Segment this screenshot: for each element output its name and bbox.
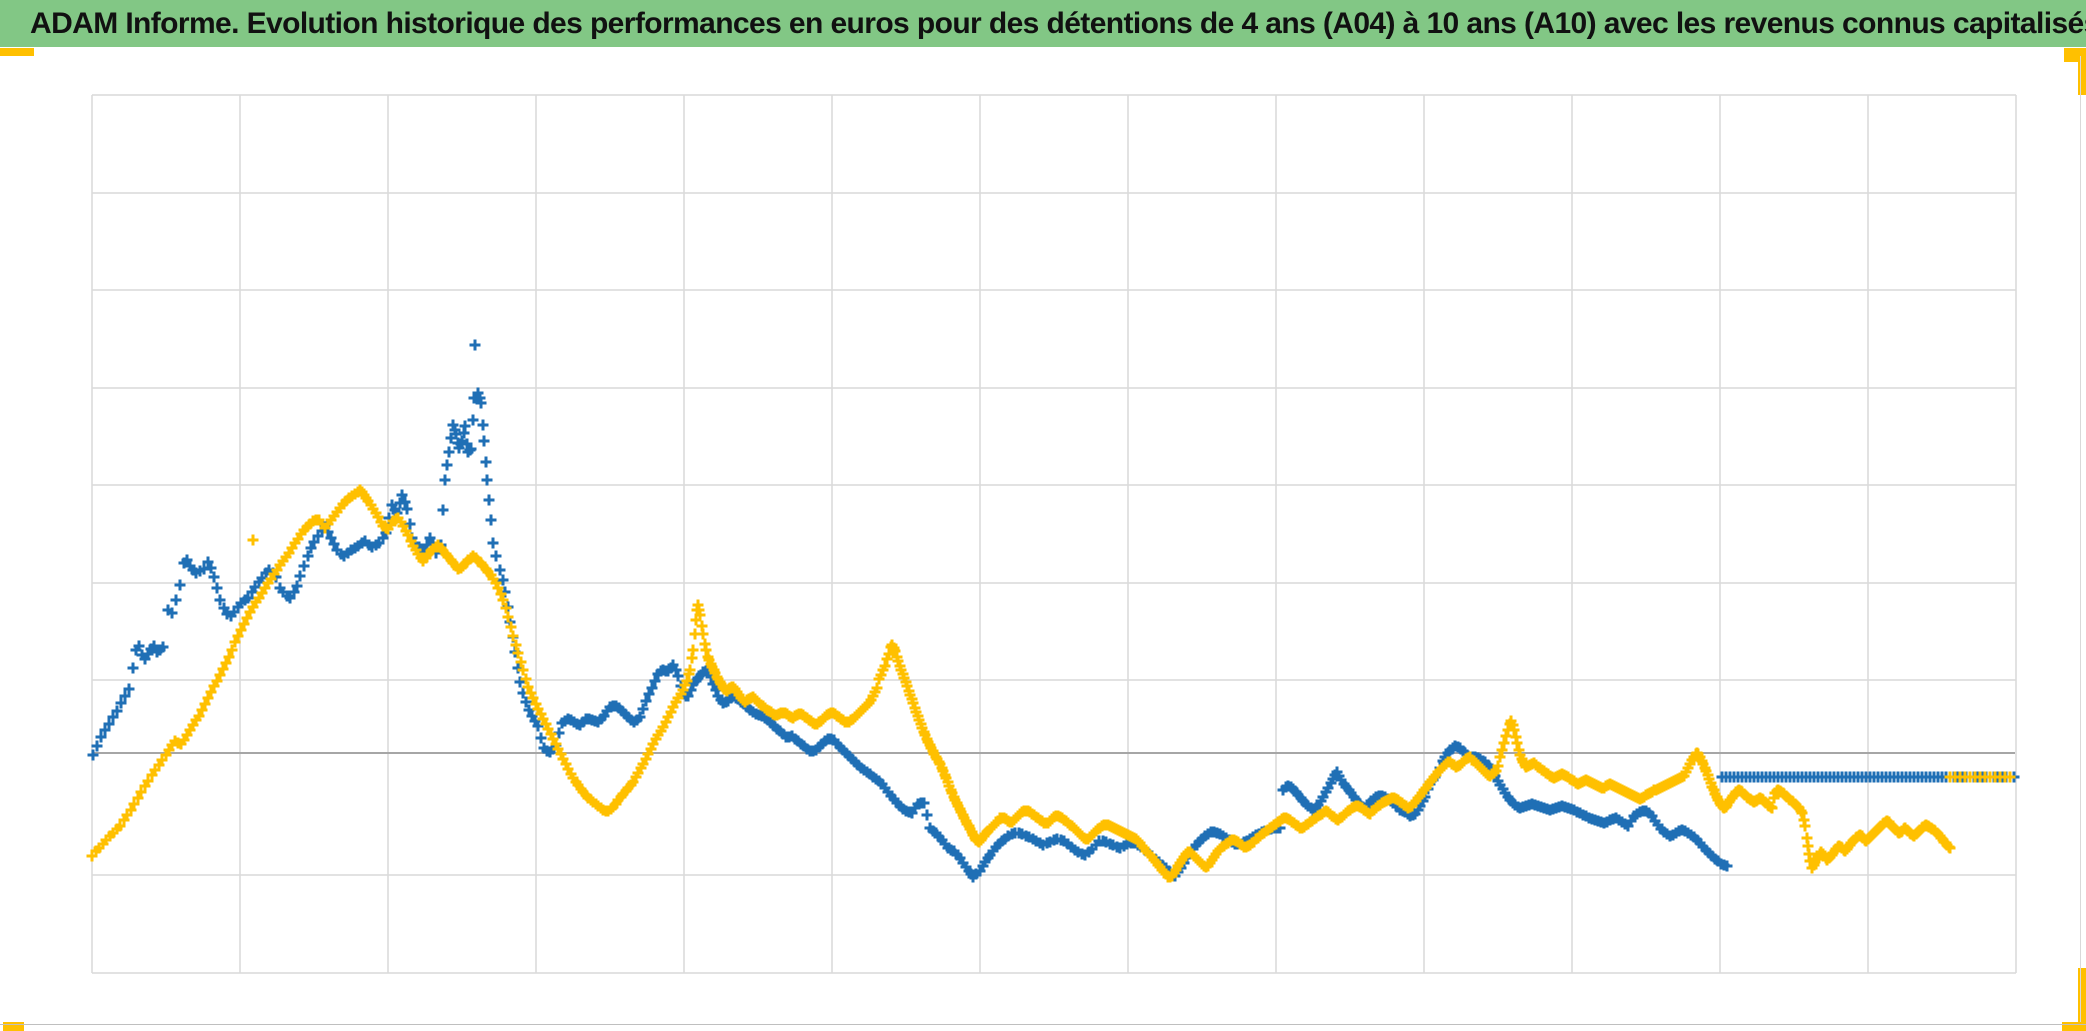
title-bar: ADAM Informe. Evolution historique des p… xyxy=(0,0,2086,47)
chart-series-markers xyxy=(85,338,2021,884)
accent-top-left-bar xyxy=(0,48,34,56)
accent-top-right-v xyxy=(2078,48,2086,95)
right-page-rule xyxy=(2080,56,2081,1022)
page-title: ADAM Informe. Evolution historique des p… xyxy=(30,6,2086,40)
accent-bottom-right-h xyxy=(2062,1022,2086,1031)
accent-bottom-left-bar xyxy=(3,1022,24,1031)
accent-bottom-right-v xyxy=(2078,968,2086,1031)
bottom-page-rule xyxy=(0,1024,2086,1025)
